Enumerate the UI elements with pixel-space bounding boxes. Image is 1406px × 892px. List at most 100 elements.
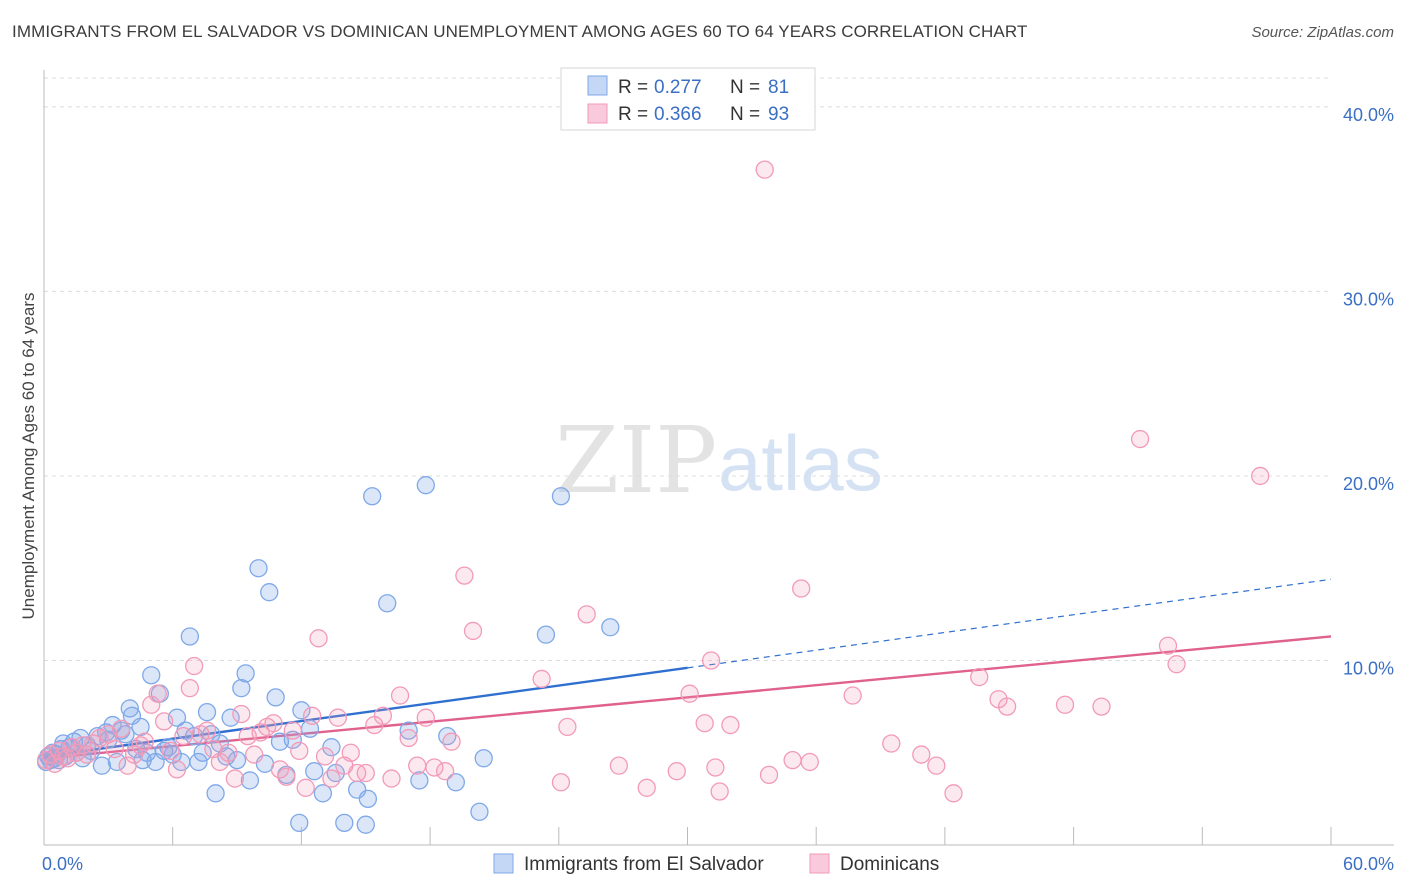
legend-n-label-1: N = <box>730 77 760 98</box>
point-pink-59 <box>416 708 435 727</box>
point-blue-46 <box>206 784 225 803</box>
y-tick-label-30: 30.0% <box>1343 289 1394 309</box>
point-blue-43 <box>193 743 212 762</box>
axes <box>43 70 1394 846</box>
point-pink-26 <box>184 656 204 676</box>
point-pink-13 <box>105 739 124 759</box>
point-pink-23 <box>167 760 187 779</box>
point-blue-68 <box>335 813 354 833</box>
point-blue-52 <box>236 664 255 683</box>
point-pink-94 <box>1158 636 1178 655</box>
point-pink-87 <box>944 784 963 803</box>
trend-line-extension-blue <box>687 578 1332 669</box>
trend-lines <box>43 578 1332 760</box>
point-blue-81 <box>536 625 556 644</box>
point-pink-63 <box>455 566 474 585</box>
point-pink-68 <box>577 605 596 624</box>
point-pink-82 <box>800 752 819 772</box>
series-legend-label-blue: Immigrants from El Salvador <box>524 854 764 875</box>
point-pink-44 <box>302 706 322 725</box>
point-pink-95 <box>1167 655 1186 674</box>
y-axis-label: Unemployment Among Ages 60 to 64 years <box>19 293 38 620</box>
gridlines <box>44 77 1331 661</box>
point-pink-32 <box>225 769 245 788</box>
point-pink-15 <box>118 756 137 775</box>
point-blue-70 <box>356 815 375 834</box>
point-pink-39 <box>270 760 290 779</box>
point-blue-76 <box>416 476 435 495</box>
point-blue-79 <box>470 802 489 821</box>
point-blue-49 <box>221 708 240 727</box>
point-blue-61 <box>290 813 309 833</box>
scatter-points <box>36 160 1270 834</box>
point-blue-64 <box>305 762 324 781</box>
point-pink-9 <box>77 745 97 764</box>
point-pink-90 <box>997 697 1017 716</box>
point-pink-93 <box>1130 429 1150 449</box>
point-pink-92 <box>1092 697 1111 716</box>
point-pink-47 <box>322 769 341 788</box>
series-legend: Immigrants from El Salvador Dominicans <box>493 853 939 875</box>
point-pink-79 <box>759 765 779 785</box>
point-pink-42 <box>290 741 309 761</box>
point-pink-62 <box>442 732 461 751</box>
point-pink-70 <box>637 778 656 797</box>
point-pink-83 <box>843 686 862 705</box>
point-blue-62 <box>292 701 311 720</box>
point-blue-75 <box>410 771 429 790</box>
point-pink-40 <box>277 767 296 786</box>
point-pink-41 <box>283 721 302 740</box>
legend-r-value-2: 0.366 <box>654 104 702 125</box>
point-blue-60 <box>283 730 302 749</box>
point-pink-19 <box>142 695 161 714</box>
point-blue-83 <box>601 618 620 637</box>
point-pink-71 <box>667 762 686 781</box>
y-tick-label-20: 20.0% <box>1343 474 1394 494</box>
watermark-atlas: atlas <box>718 419 883 507</box>
point-pink-81 <box>792 579 811 598</box>
legend-n-label-2: N = <box>730 104 760 125</box>
point-pink-57 <box>399 728 418 748</box>
point-pink-52 <box>356 763 375 783</box>
point-blue-18 <box>92 756 112 775</box>
point-pink-77 <box>721 715 740 735</box>
point-pink-64 <box>463 621 483 641</box>
y-tick-label-40: 40.0% <box>1343 105 1394 125</box>
point-pink-55 <box>382 769 401 788</box>
x-tick-label-max: 60.0% <box>1343 854 1394 874</box>
point-pink-14 <box>112 719 131 738</box>
point-blue-51 <box>232 679 251 698</box>
point-pink-60 <box>425 758 444 777</box>
legend-r-label-2: R = <box>618 104 648 125</box>
point-pink-50 <box>341 743 360 762</box>
point-pink-24 <box>174 726 193 746</box>
point-pink-86 <box>927 756 946 775</box>
point-pink-67 <box>558 717 577 737</box>
point-pink-84 <box>882 734 901 753</box>
point-blue-42 <box>189 752 208 772</box>
point-pink-56 <box>390 686 410 705</box>
point-pink-73 <box>695 714 714 733</box>
point-pink-66 <box>551 773 571 792</box>
trend-line-pink <box>43 635 1332 760</box>
point-blue-57 <box>266 688 285 707</box>
x-tick-label-min: 0.0% <box>42 854 83 874</box>
point-pink-22 <box>161 741 180 761</box>
point-blue-78 <box>446 773 465 792</box>
source-label: Source: ZipAtlas.com <box>1251 24 1394 41</box>
legend-swatch-pink <box>587 103 608 124</box>
series-legend-swatch-pink <box>809 853 830 874</box>
point-pink-75 <box>706 758 725 777</box>
legend-r-value-1: 0.277 <box>654 77 702 98</box>
point-blue-73 <box>378 594 397 613</box>
point-blue-25 <box>120 699 139 718</box>
point-pink-45 <box>309 629 328 648</box>
legend-swatch-blue <box>587 75 608 96</box>
watermark-zip: ZIP <box>555 407 717 514</box>
point-pink-88 <box>970 667 989 687</box>
point-pink-72 <box>680 684 699 703</box>
point-pink-74 <box>701 651 721 670</box>
point-pink-43 <box>296 778 315 797</box>
point-blue-72 <box>363 487 382 506</box>
